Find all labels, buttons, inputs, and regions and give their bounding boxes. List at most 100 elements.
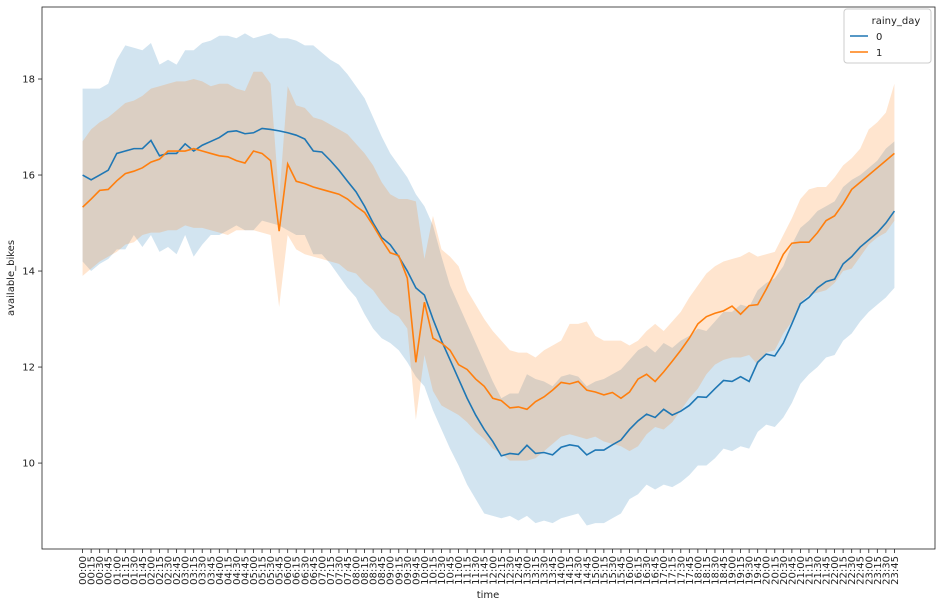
x-tick-label: 20:15 — [770, 556, 781, 585]
x-tick-label: 00:45 — [104, 556, 115, 585]
x-tick-label: 11:15 — [463, 556, 474, 585]
x-tick-label: 16:15 — [634, 556, 645, 585]
x-tick-label: 19:45 — [753, 556, 764, 585]
x-tick-label: 03:15 — [189, 556, 200, 585]
x-tick-label: 09:45 — [411, 556, 422, 585]
x-tick-label: 05:30 — [266, 556, 277, 585]
x-tick-label: 04:00 — [215, 556, 226, 585]
x-tick-label: 23:45 — [890, 556, 901, 585]
x-tick-label: 03:00 — [181, 556, 192, 585]
x-tick-label: 11:45 — [480, 556, 491, 585]
x-tick-label: 22:00 — [830, 556, 841, 585]
x-tick-label: 08:15 — [360, 556, 371, 585]
x-tick-label: 03:45 — [206, 556, 217, 585]
axes-frame — [41, 6, 936, 550]
x-tick-label: 15:45 — [616, 556, 627, 585]
x-tick-label: 00:00 — [78, 556, 89, 585]
x-tick-label: 17:00 — [659, 556, 670, 585]
x-tick-label: 02:45 — [172, 556, 183, 585]
x-tick-label: 13:00 — [522, 556, 533, 585]
x-tick-label: 16:00 — [625, 556, 636, 585]
x-tick-label: 04:30 — [232, 556, 243, 585]
x-tick-label: 17:30 — [676, 556, 687, 585]
x-tick-label: 10:45 — [446, 556, 457, 585]
x-tick-label: 06:30 — [300, 556, 311, 585]
legend-label: 0 — [876, 32, 882, 43]
x-tick-label: 05:45 — [275, 556, 286, 585]
x-tick-label: 09:30 — [403, 556, 414, 585]
x-tick-label: 21:00 — [796, 556, 807, 585]
x-tick-label: 08:45 — [377, 556, 388, 585]
x-axis-label: time — [477, 590, 500, 601]
x-tick-label: 20:00 — [762, 556, 773, 585]
y-tick-label: 12 — [22, 363, 35, 374]
confidence-band — [82, 71, 895, 461]
x-tick-label: 06:15 — [292, 556, 303, 585]
x-tick-label: 03:30 — [198, 556, 209, 585]
x-tick-label: 14:15 — [565, 556, 576, 585]
x-tick-label: 05:00 — [249, 556, 260, 585]
x-tick-label: 19:00 — [728, 556, 739, 585]
x-tick-label: 20:30 — [779, 556, 790, 585]
x-tick-label: 12:00 — [488, 556, 499, 585]
x-tick-label: 02:15 — [155, 556, 166, 585]
x-tick-label: 19:30 — [745, 556, 756, 585]
x-tick-label: 05:15 — [258, 556, 269, 585]
x-tick-label: 18:30 — [710, 556, 721, 585]
x-tick-label: 18:15 — [702, 556, 713, 585]
y-tick-label: 16 — [22, 171, 35, 182]
x-tick-label: 21:15 — [804, 556, 815, 585]
x-tick-label: 23:00 — [864, 556, 875, 585]
x-tick-label: 12:45 — [514, 556, 525, 585]
y-tick-label: 14 — [22, 267, 35, 278]
x-tick-label: 02:00 — [146, 556, 157, 585]
x-tick-label: 21:30 — [813, 556, 824, 585]
x-tick-label: 09:00 — [386, 556, 397, 585]
legend-box — [843, 8, 932, 64]
x-tick-label: 10:30 — [437, 556, 448, 585]
x-tick-label: 04:45 — [240, 556, 251, 585]
x-tick-label: 01:15 — [121, 556, 132, 585]
x-tick-label: 22:15 — [839, 556, 850, 585]
x-tick-label: 11:30 — [471, 556, 482, 585]
x-tick-label: 10:00 — [420, 556, 431, 585]
legend-label: 1 — [876, 48, 882, 59]
x-tick-label: 15:30 — [608, 556, 619, 585]
x-tick-label: 01:30 — [129, 556, 140, 585]
x-tick-label: 13:15 — [531, 556, 542, 585]
x-tick-label: 15:15 — [599, 556, 610, 585]
x-tick-label: 14:45 — [582, 556, 593, 585]
x-tick-label: 02:30 — [164, 556, 175, 585]
x-tick-label: 07:00 — [317, 556, 328, 585]
x-tick-label: 08:00 — [352, 556, 363, 585]
x-tick-label: 06:45 — [309, 556, 320, 585]
y-axis-label: available_bikes — [6, 240, 17, 316]
legend: rainy_day 0 1 — [843, 8, 932, 64]
x-tick-label: 04:15 — [223, 556, 234, 585]
x-tick-label: 21:45 — [822, 556, 833, 585]
x-tick-label: 01:45 — [138, 556, 149, 585]
x-tick-label: 07:45 — [343, 556, 354, 585]
x-tick-label: 18:00 — [693, 556, 704, 585]
x-tick-label: 18:45 — [719, 556, 730, 585]
x-tick-label: 11:00 — [454, 556, 465, 585]
x-tick-label: 23:15 — [873, 556, 884, 585]
x-tick-label: 13:45 — [548, 556, 559, 585]
y-tick-label: 10 — [22, 459, 35, 470]
x-tick-label: 00:30 — [95, 556, 106, 585]
x-tick-label: 15:00 — [591, 556, 602, 585]
x-tick-label: 19:15 — [736, 556, 747, 585]
x-tick-label: 14:00 — [557, 556, 568, 585]
y-tick-label: 18 — [22, 75, 35, 86]
x-tick-label: 14:30 — [574, 556, 585, 585]
x-tick-label: 00:15 — [87, 556, 98, 585]
series-line — [82, 147, 895, 411]
legend-title: rainy_day — [872, 16, 921, 27]
x-tick-label: 12:15 — [497, 556, 508, 585]
x-tick-label: 09:15 — [394, 556, 405, 585]
x-tick-label: 07:30 — [334, 556, 345, 585]
x-tick-label: 08:30 — [369, 556, 380, 585]
